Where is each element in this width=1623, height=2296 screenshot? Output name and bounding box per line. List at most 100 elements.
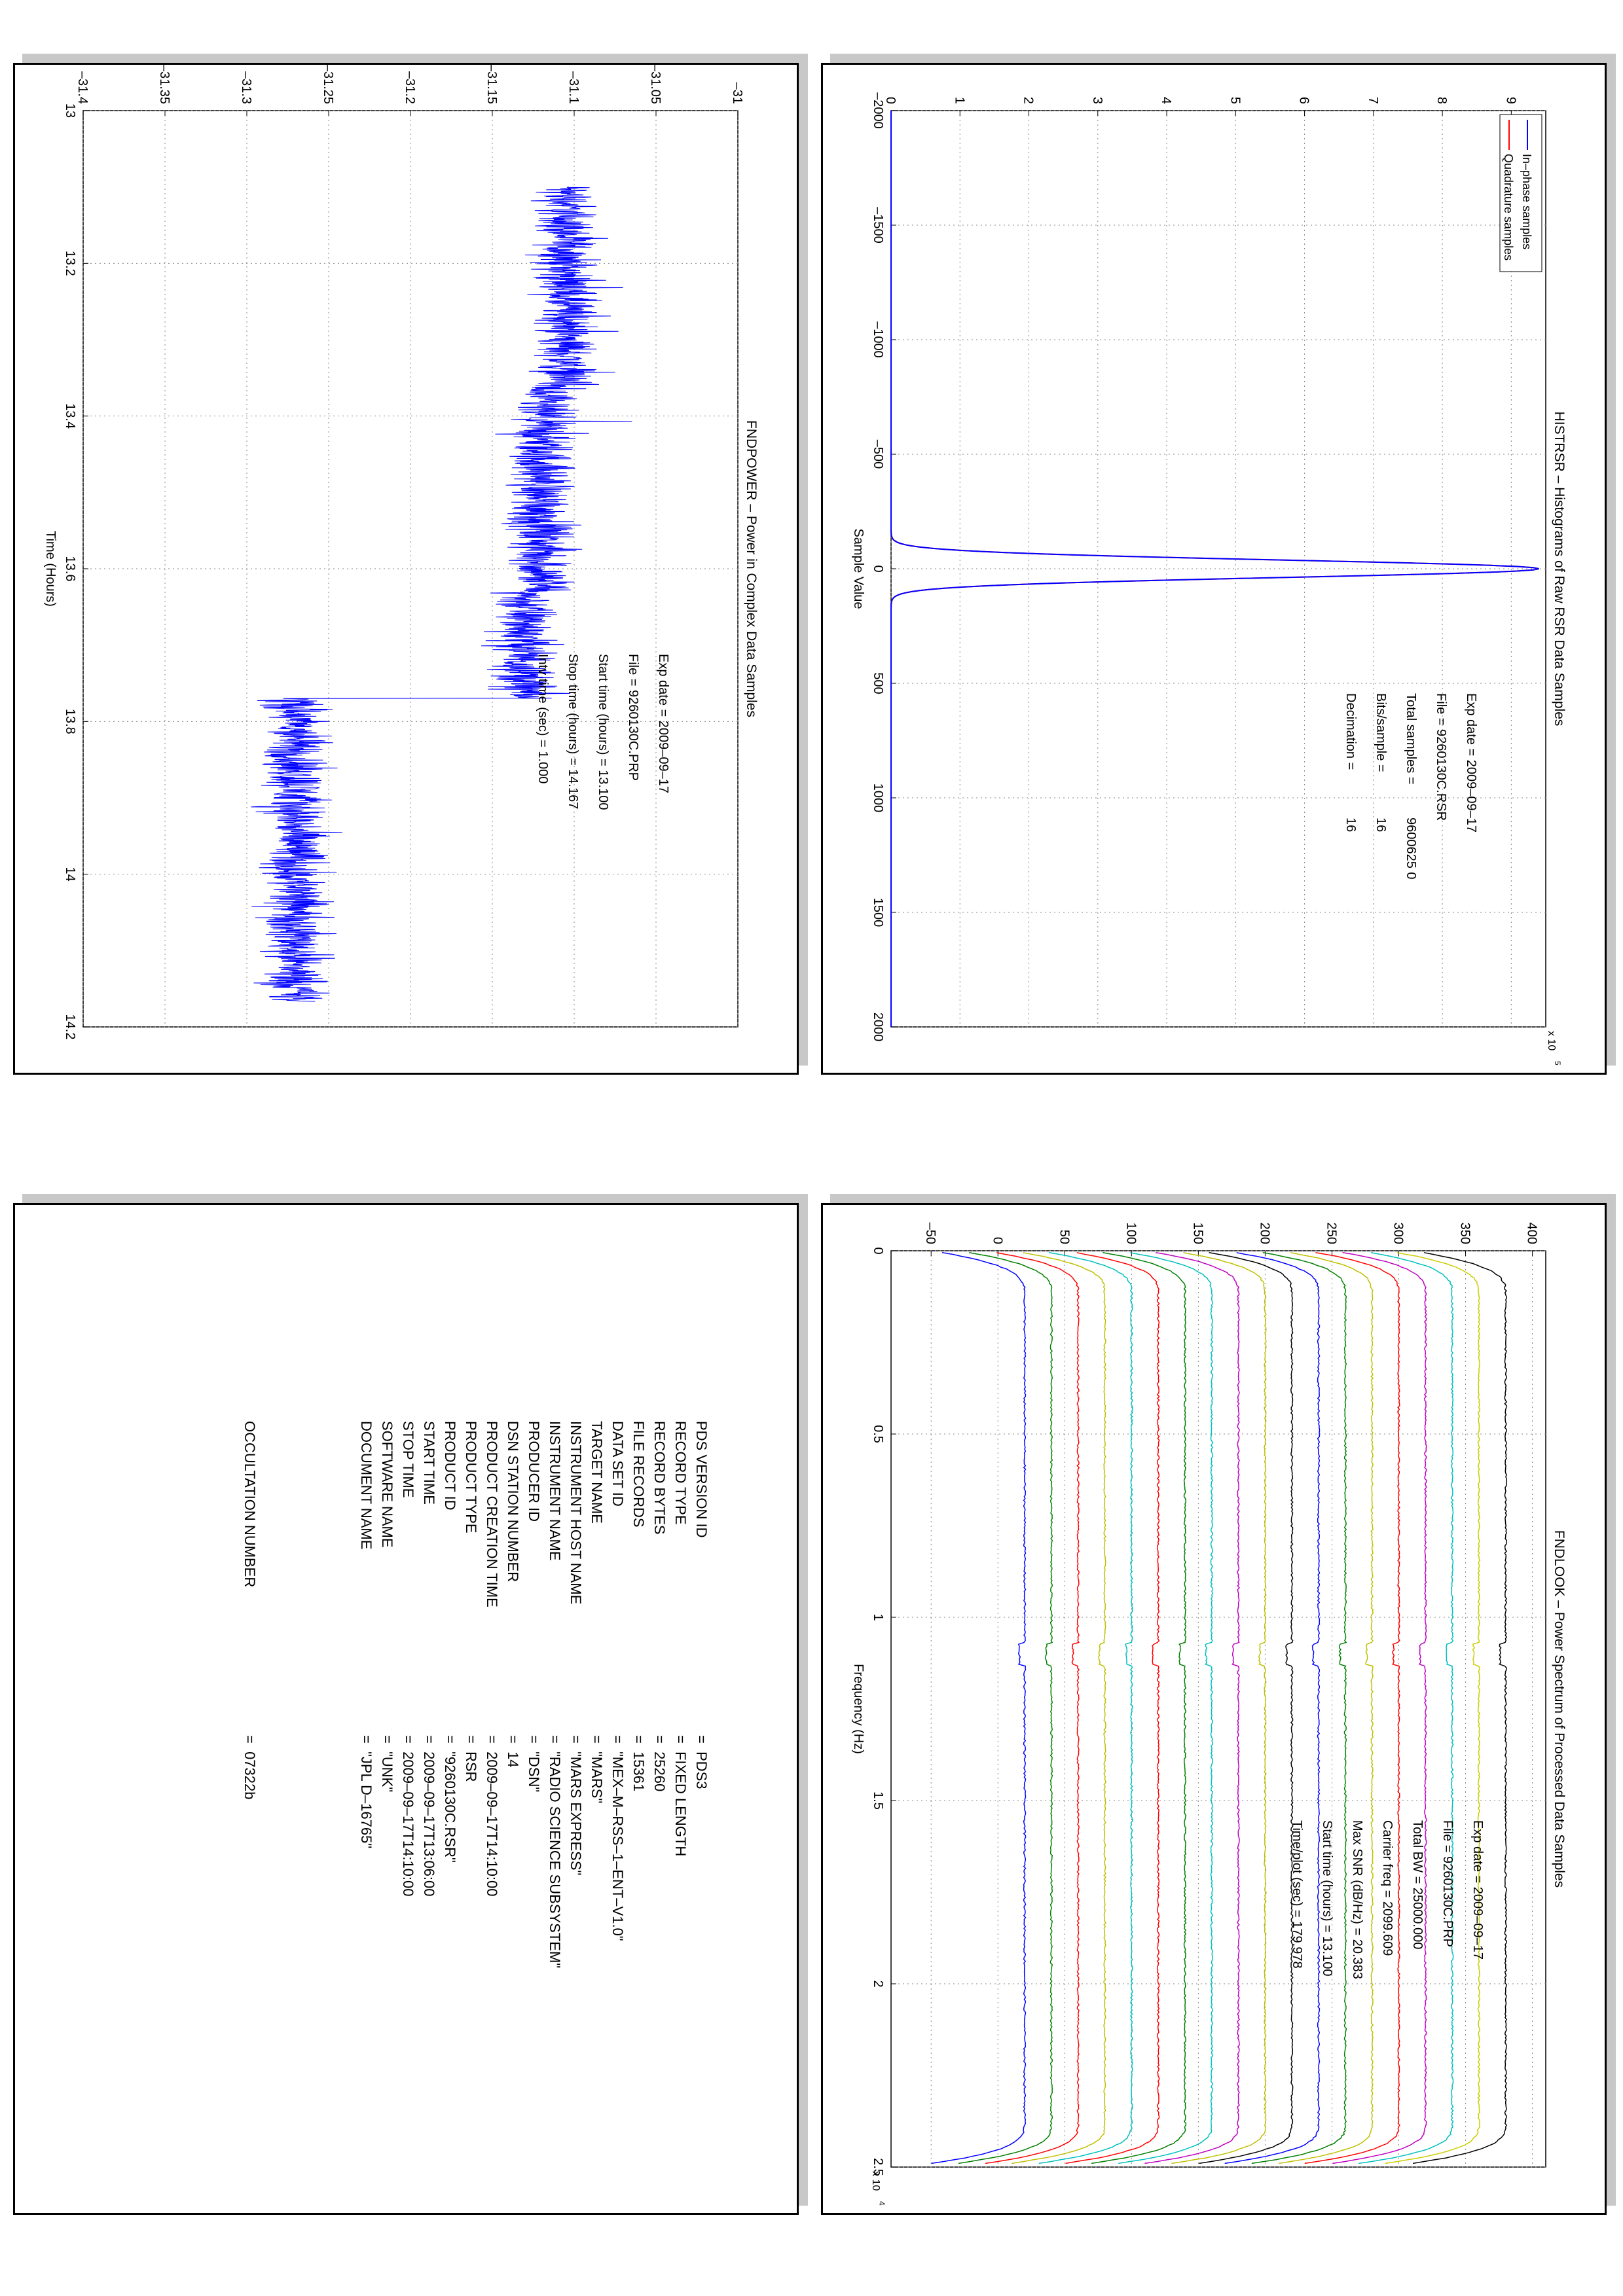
label-value: = PDS3 — [693, 1735, 710, 1789]
x-axis-label: Sample Value — [851, 528, 866, 609]
info-key: Exp date = 2009–09–17 — [1464, 693, 1478, 833]
x-axis-label: Frequency (Hz) — [851, 1664, 866, 1754]
label-value: = RSR — [463, 1735, 479, 1782]
info-line: Start time (hours) = 13.100 — [1320, 1820, 1334, 1976]
legend-label: In–phase samples — [1520, 154, 1533, 249]
label-key: FILE RECORDS — [630, 1421, 647, 1528]
label-key: DATA SET ID — [610, 1421, 626, 1507]
info-line: Exp date = 2009–09–17 — [1470, 1820, 1485, 1960]
spectrum-trace — [1091, 1252, 1187, 2164]
label-key: INSTRUMENT NAME — [547, 1421, 563, 1561]
label-key: PRODUCER ID — [526, 1421, 542, 1522]
plot-area — [890, 110, 1546, 1028]
histogram-chart: –2000 –1500 –1000 –500 0 500 1000 1500 2000 0 1 2 3 4… — [851, 41, 1567, 1066]
x-tick-label: 500 — [871, 672, 885, 694]
x-tick-label: 13.6 — [63, 556, 77, 582]
spectrum-trace — [1304, 1252, 1400, 2164]
spectrum-trace — [1065, 1252, 1160, 2164]
info-key: Total samples = — [1404, 693, 1418, 785]
label-key: STOP TIME — [400, 1421, 416, 1498]
info-line: Carrier freq = 2099.609 — [1380, 1820, 1395, 1956]
chart-title: HISTRSR – Histograms of Raw RSR Data Sam… — [1552, 412, 1567, 726]
label-value: = "9260130C.RSR" — [442, 1735, 458, 1863]
label-value: = "RADIO SCIENCE SUBSYSTEM" — [547, 1735, 563, 1969]
spectrum-trace — [1144, 1252, 1241, 2164]
label-key: PRODUCT CREATION TIME — [484, 1421, 500, 1607]
x-axis-label: Time (Hours) — [43, 531, 58, 607]
label-value: = 2009–09–17T14:10:00 — [484, 1735, 500, 1897]
x-tick-label: 2.5 — [871, 2158, 885, 2176]
spectrum-trace — [1385, 1252, 1481, 2164]
x-exponent-power: 4 — [877, 2201, 886, 2206]
label-value: = "MARS EXPRESS" — [568, 1735, 584, 1876]
y-tick-label: 400 — [1525, 1223, 1539, 1244]
label-value: = "UNK" — [379, 1735, 395, 1793]
y-tick-label: 200 — [1257, 1223, 1271, 1244]
spectrum-trace — [1359, 1252, 1454, 2164]
series-line-in-phase-samples — [890, 111, 1539, 1027]
spectrum-trace — [958, 1252, 1053, 2164]
x-tick-label: 2000 — [871, 1013, 885, 1042]
label-value: = "MARS" — [589, 1735, 605, 1804]
label-value: = 2009–09–17T13:06:00 — [421, 1735, 437, 1897]
info-line: File = 9260130C.PRP — [1440, 1820, 1455, 1947]
x-tick-label: 14 — [63, 867, 77, 882]
spectrum-trace — [1011, 1252, 1106, 2164]
legend-label: Quadrature samples — [1502, 154, 1515, 260]
label-key: START TIME — [421, 1421, 437, 1505]
occultation-key: OCCULTATION NUMBER — [242, 1421, 258, 1588]
spectrum-trace — [931, 1252, 1027, 2164]
x-tick-label: 13 — [63, 103, 77, 118]
y-tick-label: –31.05 — [648, 65, 663, 104]
spectrum-trace — [1118, 1252, 1214, 2164]
y-tick-label: 250 — [1324, 1223, 1338, 1244]
y-tick-label: 150 — [1190, 1223, 1205, 1244]
label-value: = 14 — [505, 1735, 521, 1768]
histogram-panel: –2000 –1500 –1000 –500 0 500 1000 1500 2000 0 1 2 3 4… — [821, 41, 1607, 1075]
info-value: 9600625 0 — [1404, 817, 1418, 880]
label-key: SOFTWARE NAME — [379, 1421, 395, 1548]
x-tick-label: 0 — [871, 565, 885, 572]
x-tick-label: 0.5 — [871, 1425, 885, 1443]
label-key: TARGET NAME — [589, 1421, 605, 1524]
legend-box — [1499, 114, 1542, 272]
spectrum-panel: 0 0.5 1 1.5 2 2.5 –50 0 50 100 150 200 250 300 350 400 F… — [821, 1181, 1607, 2215]
info-line: Exp date = 2009–09–17 — [656, 654, 670, 793]
info-key: Bits/sample = — [1374, 693, 1388, 772]
label-values: = PDS3 = FIXED LENGTH = 25260 = 15361 = "MEX… — [356, 1735, 712, 1968]
y-tick-label: –31.4 — [75, 71, 90, 104]
spectrum-chart: 0 0.5 1 1.5 2 2.5 –50 0 50 100 150 200 250 300 350 400 F… — [851, 1181, 1567, 2206]
x-tick-label: 0 — [871, 1247, 885, 1254]
x-tick-label: –500 — [871, 440, 885, 469]
x-tick-label: 13.4 — [63, 403, 77, 429]
spectrum-trace — [1224, 1252, 1321, 2164]
y-tick-label: 0 — [883, 97, 898, 104]
label-key: DOCUMENT NAME — [358, 1421, 374, 1550]
x-tick-label: 2 — [871, 1980, 885, 1987]
info-value: 16 — [1343, 817, 1358, 832]
y-tick-label: 1 — [952, 97, 966, 104]
label-value: = 2009–09–17T14:10:00 — [400, 1735, 416, 1897]
label-value: = "DSN" — [526, 1735, 542, 1793]
x-exponent: x 10 — [870, 2171, 881, 2191]
chart-title: FNDPOWER – Power in Complex Data Samples — [744, 420, 759, 717]
label-value: = 15361 — [630, 1735, 647, 1792]
y-tick-label: 6 — [1297, 97, 1311, 104]
label-keys: PDS VERSION ID RECORD TYPE RECORD BYTES FIL… — [356, 1421, 712, 1607]
info-line: Intv time (sec) = 1.000 — [536, 654, 550, 783]
spectrum-trace — [1251, 1252, 1347, 2164]
y-tick-label: 9 — [1503, 97, 1518, 104]
y-tick-label: –31.25 — [321, 65, 335, 104]
occultation-value: = 07322b — [242, 1735, 258, 1800]
x-tick-label: 14.2 — [63, 1014, 77, 1040]
spectrum-trace — [1038, 1252, 1133, 2164]
plot-area — [890, 1250, 1546, 2168]
chart-title: FNDLOOK – Power Spectrum of Processed Da… — [1552, 1530, 1567, 1888]
spectrum-trace — [1279, 1252, 1374, 2164]
spectrum-trace — [1332, 1252, 1427, 2164]
y-tick-label: 2 — [1021, 97, 1036, 104]
legend: In–phase samples Quadrature samples — [1499, 114, 1542, 272]
x-tick-label: 1500 — [871, 898, 885, 927]
label-key: PDS VERSION ID — [693, 1421, 710, 1538]
x-tick-label: 1000 — [871, 783, 885, 813]
